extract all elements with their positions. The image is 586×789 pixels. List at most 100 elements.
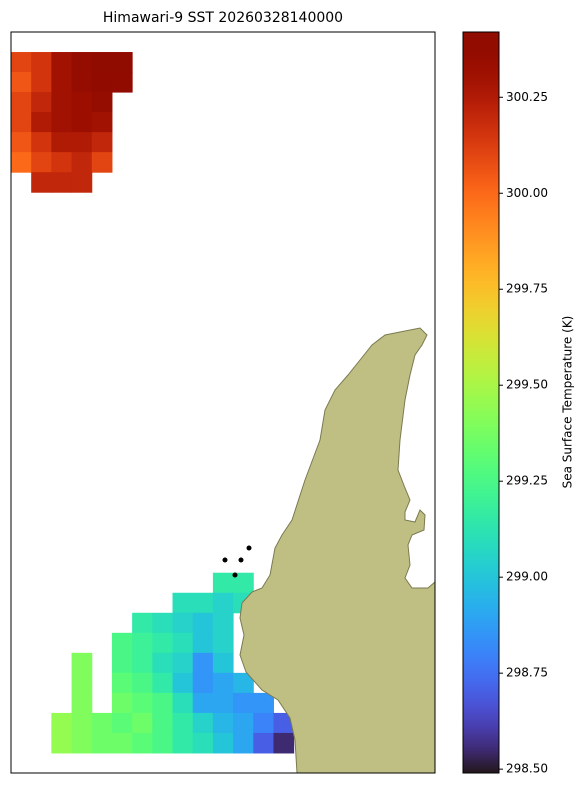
map-frame: [10, 31, 436, 774]
cell: [132, 712, 153, 734]
cell: [71, 132, 93, 153]
cell: [172, 632, 194, 654]
cell: [233, 572, 254, 594]
cell: [212, 592, 234, 614]
cell: [71, 172, 93, 193]
cell: [212, 632, 234, 654]
cell: [111, 732, 133, 754]
cell: [132, 692, 153, 714]
cell: [31, 52, 52, 73]
cell: [111, 692, 133, 714]
cell: [31, 112, 52, 133]
cell: [91, 112, 113, 133]
cell: [51, 112, 73, 133]
cell: [233, 712, 254, 734]
cell: [111, 72, 133, 93]
cell: [192, 672, 214, 694]
cell: [31, 152, 52, 173]
cell: [192, 732, 214, 754]
cell: [192, 692, 214, 714]
cell: [111, 52, 133, 73]
cell: [212, 692, 234, 714]
chart-title: Himawari-9 SST 20260328140000: [103, 10, 343, 26]
cell: [91, 92, 113, 113]
cell: [192, 712, 214, 734]
cell: [132, 632, 153, 654]
cell: [132, 652, 153, 674]
cell: [91, 52, 113, 73]
cell: [233, 672, 254, 694]
cell: [212, 732, 234, 754]
cell: [172, 712, 194, 734]
colorbar-tick-label: 300.00: [506, 186, 548, 200]
cell: [51, 152, 73, 173]
cell: [152, 672, 174, 694]
cell: [192, 632, 214, 654]
colorbar-label: Sea Surface Temperature (K): [561, 316, 575, 489]
land: [239, 327, 436, 774]
cell: [111, 632, 133, 654]
cell: [71, 712, 93, 734]
cell: [233, 732, 254, 754]
cell: [172, 652, 194, 674]
cell: [11, 72, 32, 93]
colorbar-tick-label: 299.75: [506, 282, 548, 296]
cell: [273, 712, 295, 734]
cell: [71, 72, 93, 93]
colorbar-tick-label: 298.50: [506, 762, 548, 776]
cell: [152, 732, 174, 754]
cell: [273, 732, 295, 754]
station-markers: [222, 545, 252, 578]
cell: [132, 732, 153, 754]
colorbar-ticks: 298.50 298.75 299.00 299.25 299.50 299.75 300.…: [499, 90, 548, 776]
cell: [172, 612, 194, 634]
cell: [233, 692, 254, 714]
cell: [91, 132, 113, 153]
cell: [212, 572, 234, 594]
cell: [11, 52, 32, 73]
cell: [192, 652, 214, 674]
cell: [51, 712, 73, 734]
cell: [132, 612, 153, 634]
cell: [152, 712, 174, 734]
cell: [152, 612, 174, 634]
cell: [51, 72, 73, 93]
cell: [91, 152, 113, 173]
colorbar: [462, 31, 500, 774]
cell: [212, 652, 234, 674]
cell: [51, 52, 73, 73]
cell: [111, 672, 133, 694]
cell: [71, 652, 93, 674]
cell: [192, 592, 214, 614]
cell: [253, 732, 274, 754]
cell: [172, 592, 194, 614]
cell: [172, 672, 194, 694]
cell: [152, 632, 174, 654]
heatmap-cells: [11, 52, 295, 754]
colorbar-tick-label: 299.50: [506, 378, 548, 392]
cell: [71, 732, 93, 754]
colorbar-tick-label: 299.25: [506, 474, 548, 488]
colorbar-tick-label: 299.00: [506, 570, 548, 584]
cell: [71, 672, 93, 694]
cell: [111, 652, 133, 674]
cell: [51, 132, 73, 153]
cell: [31, 72, 52, 93]
cell: [31, 92, 52, 113]
cell: [71, 692, 93, 714]
cell: [71, 92, 93, 113]
cell: [11, 132, 32, 153]
cell: [152, 692, 174, 714]
cell: [71, 152, 93, 173]
cell: [253, 712, 274, 734]
colorbar-tick-label: 298.75: [506, 666, 548, 680]
cell: [111, 712, 133, 734]
cell: [212, 712, 234, 734]
cell: [91, 732, 113, 754]
cell: [212, 672, 234, 694]
cell: [91, 72, 113, 93]
cell: [132, 672, 153, 694]
cell: [212, 612, 234, 634]
cell: [71, 52, 93, 73]
